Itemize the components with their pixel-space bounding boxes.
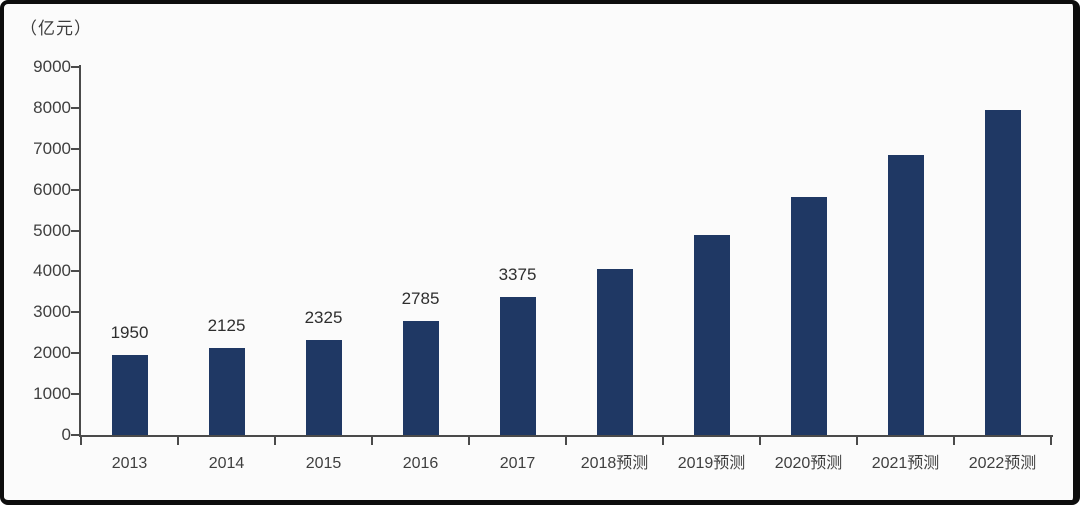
x-tick-mark xyxy=(565,437,567,445)
y-tick-mark xyxy=(71,147,79,150)
y-tick-label: 9000 xyxy=(33,57,71,76)
y-tick-label: 1000 xyxy=(33,384,71,404)
x-tick-label: 2018预测 xyxy=(580,455,649,472)
x-tick-label: 2021预测 xyxy=(871,455,940,472)
x-tick-mark xyxy=(80,437,82,445)
bar-chart: 0 1000 2000 3000 4000 5000 6000 7000 8000 9000 195… xyxy=(4,4,1073,500)
y-tick-label: 4000 xyxy=(33,261,71,281)
bar xyxy=(790,196,827,435)
x-tick-mark xyxy=(1050,437,1052,445)
x-tick-label: 2020预测 xyxy=(774,455,843,472)
x-tick-label: 2022预测 xyxy=(968,455,1037,472)
bar xyxy=(111,355,148,435)
y-tick-label: 3000 xyxy=(33,302,71,322)
bar xyxy=(887,155,924,435)
y-tick-mark xyxy=(71,434,79,436)
y-tick-mark xyxy=(71,188,79,191)
x-tick-mark xyxy=(856,437,858,445)
y-tick-label: 5000 xyxy=(33,220,71,240)
bar-value-label: 2125 xyxy=(207,316,246,336)
x-tick-mark xyxy=(953,437,955,445)
x-tick-mark xyxy=(177,437,179,445)
x-tick-mark xyxy=(371,437,373,445)
bar xyxy=(305,339,342,435)
bar xyxy=(499,297,536,435)
bar xyxy=(208,348,245,435)
y-tick-label: 8000 xyxy=(33,97,71,117)
x-tick-mark xyxy=(759,437,761,445)
y-tick-mark xyxy=(71,106,79,109)
x-tick-label: 2017 xyxy=(499,455,536,472)
x-axis-line xyxy=(79,435,1053,437)
bar-value-label: 1950 xyxy=(110,323,149,343)
bar xyxy=(984,109,1021,435)
y-tick-label: 2000 xyxy=(33,343,71,363)
x-tick-mark xyxy=(662,437,664,445)
y-tick-label: 0 xyxy=(61,425,71,444)
y-tick-mark xyxy=(71,270,79,273)
y-tick-label: 7000 xyxy=(33,138,71,158)
y-axis-line xyxy=(79,65,81,437)
bar xyxy=(693,234,730,435)
bar xyxy=(596,269,633,435)
x-tick-label: 2013 xyxy=(111,455,148,472)
x-tick-label: 2019预测 xyxy=(677,455,746,472)
bar-value-label: 2325 xyxy=(304,307,343,327)
bar-value-label: 3375 xyxy=(498,265,537,284)
y-tick-mark xyxy=(71,393,79,396)
bar-value-label: 2785 xyxy=(401,289,440,309)
x-tick-label: 2014 xyxy=(208,455,245,472)
y-tick-mark xyxy=(71,229,79,232)
y-tick-mark xyxy=(71,352,79,355)
y-axis-unit-label: （亿元） xyxy=(20,19,92,38)
y-tick-label: 6000 xyxy=(33,179,71,199)
y-tick-mark xyxy=(71,66,79,68)
x-tick-mark xyxy=(468,437,470,445)
x-tick-label: 2016 xyxy=(402,455,439,472)
x-tick-label: 2015 xyxy=(305,455,342,472)
bar xyxy=(402,321,439,435)
y-tick-mark xyxy=(71,311,79,314)
x-tick-mark xyxy=(274,437,276,445)
